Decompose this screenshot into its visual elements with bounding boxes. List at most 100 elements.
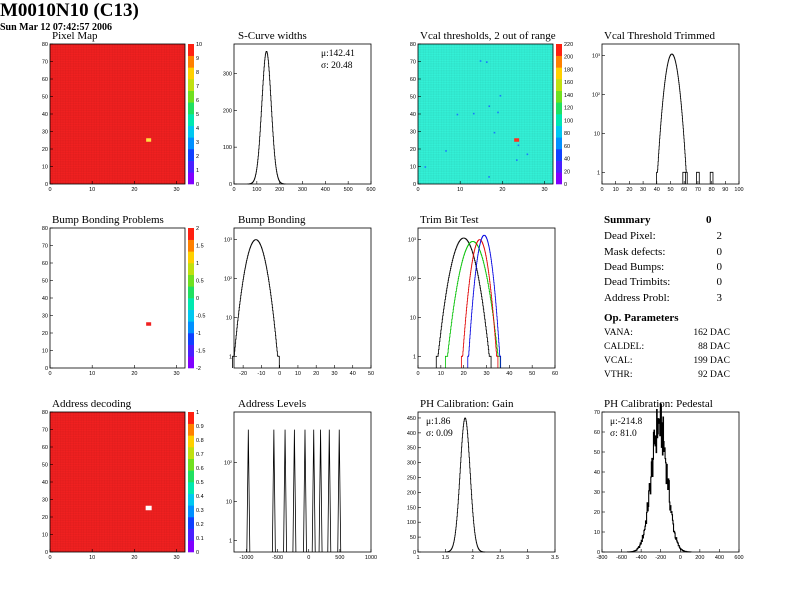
colorbar-segment	[188, 517, 194, 529]
histogram-spike	[283, 429, 287, 553]
histogram-series-1	[232, 239, 280, 369]
scurve-widths-title: S-Curve widths	[238, 30, 307, 42]
colorbar-tick-label: -0.5	[196, 314, 205, 320]
histogram-series-2	[445, 241, 501, 369]
colorbar-segment	[188, 321, 194, 334]
ph-calibration-pedestal-frame	[601, 411, 740, 553]
colorbar-tick-label: 0.7	[196, 452, 204, 458]
y-tick-label: 450	[407, 416, 416, 422]
histogram-series-1	[627, 402, 692, 553]
y-tick-label: 150	[407, 505, 416, 511]
x-tick-label: 50	[368, 371, 374, 377]
y-tick-label: 40	[42, 112, 48, 118]
colorbar-segment	[188, 160, 194, 173]
x-tick-label: 2	[471, 555, 474, 561]
colorbar-tick-label: -1	[196, 331, 201, 337]
colorbar-tick-label: 0.1	[196, 536, 204, 542]
histogram-spike	[303, 429, 307, 553]
heatmap-cell	[497, 111, 499, 114]
y-tick-label: 40	[42, 480, 48, 486]
y-tick-label: 10³	[592, 54, 600, 60]
heatmap-cell	[488, 105, 491, 108]
colorbar-segment	[188, 447, 194, 459]
heatmap-cell	[456, 113, 459, 116]
y-tick-label: 50	[42, 95, 48, 101]
colorbar-segment	[556, 149, 562, 161]
bump-bonding-frame	[233, 227, 372, 369]
colorbar-segment	[556, 55, 562, 68]
x-tick-label: -20	[239, 371, 247, 377]
address-levels-frame	[233, 411, 372, 553]
colorbar-segment	[188, 228, 194, 240]
heatmap-cell	[424, 166, 427, 168]
trim-bit-test-frame	[417, 227, 556, 369]
op-param-row: VCAL: 199 DAC	[604, 356, 730, 366]
y-tick-label: 250	[407, 476, 416, 482]
page-title: M0010N10 (C13)	[0, 0, 139, 21]
summary-row: Dead Trimbits: 0	[604, 276, 722, 288]
y-tick-label: 50	[42, 463, 48, 469]
y-tick-label: 0	[229, 182, 232, 188]
x-tick-label: 10	[295, 371, 301, 377]
y-tick-label: 10²	[224, 461, 232, 467]
colorbar-segment	[556, 90, 562, 103]
colorbar-segment	[188, 540, 194, 553]
x-tick-label: 0	[416, 187, 419, 193]
histogram-spike	[292, 429, 297, 553]
x-tick-label: 60	[681, 187, 687, 193]
x-tick-label: 600	[734, 555, 743, 561]
colorbar-segment	[188, 435, 194, 448]
x-tick-label: 1.5	[442, 555, 450, 561]
y-tick-label: 30	[594, 490, 600, 496]
colorbar-segment	[188, 125, 194, 138]
x-tick-label: 200	[275, 187, 284, 193]
colorbar-segment	[188, 482, 194, 494]
y-tick-label: 1	[597, 170, 600, 176]
histogram-series-1	[435, 237, 492, 369]
y-tick-label: 30	[42, 130, 48, 136]
y-tick-label: 80	[410, 42, 416, 48]
ph-calibration-pedestal-chart: -800 -600 -400 -200 0 200 400 600 0 10 20 30 40 50 60 7…	[594, 402, 744, 561]
colorbar-segment	[188, 149, 194, 161]
histogram-spike	[246, 429, 251, 553]
x-tick-label: 3.5	[551, 555, 559, 561]
histogram-outlier-bin	[709, 171, 714, 185]
y-tick-label: 30	[42, 498, 48, 504]
address-decoding-fill	[50, 412, 185, 552]
y-tick-label: 40	[594, 470, 600, 476]
summary-row: Mask defects: 0	[604, 246, 722, 258]
x-tick-label: 1	[416, 555, 419, 561]
colorbar-tick-label: 0.5	[196, 480, 204, 486]
x-tick-label: 10	[89, 371, 95, 377]
stats-label: μ:1.86	[426, 417, 451, 427]
y-tick-label: 350	[407, 446, 416, 452]
colorbar-tick-label: -2	[196, 366, 201, 372]
y-tick-label: 80	[42, 226, 48, 232]
x-tick-label: 10	[457, 187, 463, 193]
y-tick-label: 50	[42, 279, 48, 285]
colorbar-tick-label: 3	[196, 140, 199, 146]
y-tick-label: 1	[229, 354, 232, 360]
heatmap-cell	[485, 61, 488, 63]
y-tick-label: 70	[42, 244, 48, 250]
heatmap-cell	[488, 176, 490, 178]
x-tick-label: 30	[174, 371, 180, 377]
x-tick-label: 30	[174, 555, 180, 561]
colorbar-segment	[188, 356, 194, 369]
histogram-spike	[311, 429, 316, 553]
colorbar-tick-label: 2	[196, 226, 199, 232]
stats-label: σ: 20.48	[321, 61, 353, 71]
colorbar-segment	[188, 333, 194, 345]
x-tick-label: 20	[131, 371, 137, 377]
x-tick-label: 90	[722, 187, 728, 193]
stats-label: σ: 81.0	[610, 429, 637, 439]
y-tick-label: 10	[410, 315, 416, 321]
summary-value: 0	[706, 214, 712, 226]
y-tick-label: 100	[223, 145, 232, 151]
colorbar-tick-label: 8	[196, 70, 199, 76]
colorbar-segment	[188, 67, 194, 80]
vcal-thresholds-cell-grid	[417, 43, 554, 185]
colorbar-segment	[188, 423, 194, 436]
x-tick-label: 10	[89, 187, 95, 193]
